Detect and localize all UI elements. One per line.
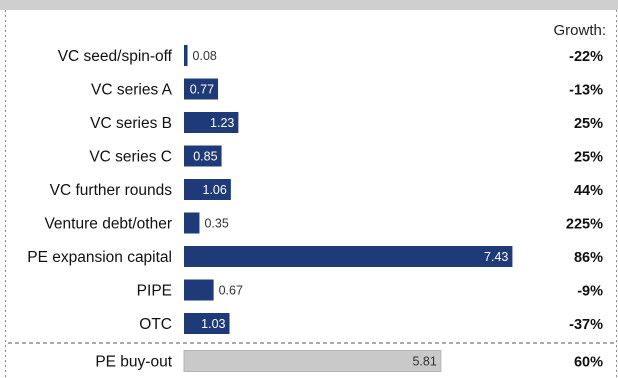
value-label: 0.67 [219, 284, 243, 298]
growth-label: -9% [577, 284, 603, 300]
value-label: 0.85 [193, 150, 217, 164]
bar [184, 246, 513, 267]
header-band [0, 0, 618, 10]
value-label: 0.77 [190, 83, 214, 97]
growth-label: -37% [569, 317, 603, 333]
bar [184, 212, 200, 234]
category-label: Venture debt/other [44, 216, 172, 233]
growth-label: 225% [566, 217, 603, 233]
bar [184, 78, 219, 100]
category-label: PE buy-out [95, 354, 172, 371]
category-label: VC series A [91, 82, 173, 99]
bar [184, 179, 231, 200]
bar [184, 145, 222, 167]
value-label: 7.43 [484, 250, 508, 264]
growth-label: -22% [569, 49, 603, 65]
growth-label: 44% [574, 183, 603, 199]
bar [184, 112, 239, 133]
category-label: VC further rounds [50, 182, 173, 199]
category-label: VC seed/spin-off [58, 48, 173, 65]
growth-label: 60% [574, 355, 603, 371]
value-label: 0.35 [204, 217, 228, 231]
value-label: 5.81 [412, 355, 436, 369]
category-label: PE expansion capital [27, 249, 172, 266]
bar [184, 279, 214, 301]
category-label: VC series B [90, 115, 172, 132]
category-label: VC series C [89, 149, 172, 166]
value-label: 1.23 [210, 116, 234, 130]
value-label: 1.06 [203, 183, 227, 197]
bar [183, 350, 442, 372]
growth-label: 25% [574, 116, 603, 132]
value-label: 0.08 [193, 49, 217, 63]
growth-label: 86% [574, 250, 603, 266]
category-label: OTC [139, 316, 172, 333]
category-label: PIPE [137, 283, 172, 300]
growth-header: Growth: [553, 22, 606, 39]
bar [184, 313, 230, 334]
bar [184, 45, 188, 66]
chart-rows: VC seed/spin-off 0.08 -22% VC series A 0.77 -… [8, 45, 614, 372]
value-label: 1.03 [201, 317, 225, 331]
growth-label: 25% [574, 150, 603, 166]
growth-label: -13% [569, 83, 603, 99]
